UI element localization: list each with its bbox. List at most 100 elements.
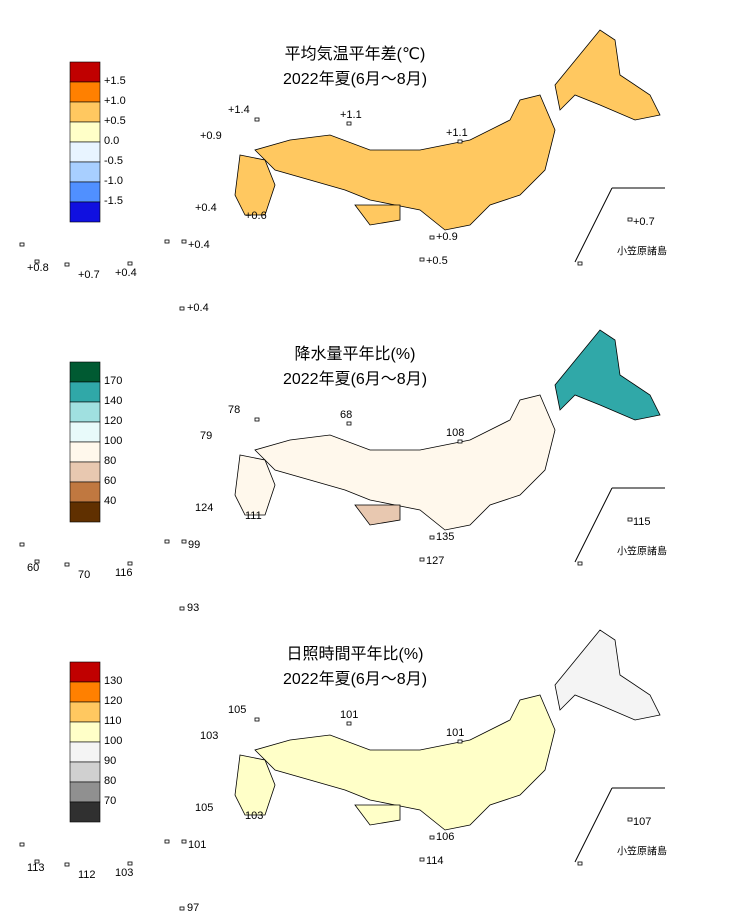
station-value: +0.9 xyxy=(200,130,222,142)
land xyxy=(354,504,401,526)
island xyxy=(179,606,185,611)
station-value: +0.4 xyxy=(187,302,209,314)
station-value: 116 xyxy=(115,567,133,579)
legend-label: 130 xyxy=(104,675,122,687)
station-value: +1.1 xyxy=(340,109,362,121)
island xyxy=(64,262,70,267)
legend-swatch xyxy=(69,141,101,163)
island xyxy=(254,717,260,722)
island xyxy=(627,517,633,522)
station-value: 106 xyxy=(436,831,454,843)
station-value: +1.1 xyxy=(446,127,468,139)
legend-label: 70 xyxy=(104,795,116,807)
station-value: 70 xyxy=(78,569,90,581)
legend-swatch xyxy=(69,721,101,743)
island xyxy=(127,561,133,566)
station-value: 112 xyxy=(78,869,96,881)
legend-label: 120 xyxy=(104,695,122,707)
station-value: 111 xyxy=(245,510,262,522)
station-value: 115 xyxy=(633,516,651,528)
legend-swatch xyxy=(69,401,101,423)
station-value: +0.5 xyxy=(426,255,448,267)
legend-label: 40 xyxy=(104,495,116,507)
map-panel: 日照時間平年比(%) 2022年夏(6月～8月) 130 120 110 100 90 80 7… xyxy=(19,629,667,914)
legend-label: 110 xyxy=(104,715,122,727)
legend-label: -1.0 xyxy=(104,175,123,187)
land xyxy=(234,754,276,816)
island xyxy=(19,242,25,247)
legend-label: -0.5 xyxy=(104,155,123,167)
island xyxy=(181,539,187,544)
land xyxy=(234,454,276,516)
map-period: 2022年夏(6月～8月) xyxy=(283,670,427,688)
island xyxy=(627,217,633,222)
station-value: 101 xyxy=(340,709,358,721)
island xyxy=(181,239,187,244)
legend-label: 80 xyxy=(104,775,116,787)
legend-swatch xyxy=(69,161,101,183)
legend-swatch xyxy=(69,681,101,703)
land xyxy=(354,804,401,826)
station-value: +0.4 xyxy=(188,239,210,251)
legend-swatch xyxy=(69,361,101,383)
island xyxy=(19,842,25,847)
map-title: 降水量平年比(%) xyxy=(295,345,416,363)
land xyxy=(554,629,661,721)
legend-swatch xyxy=(69,661,101,683)
station-value: +0.4 xyxy=(195,202,217,214)
island xyxy=(181,839,187,844)
station-value: +0.7 xyxy=(78,269,100,281)
legend-swatch xyxy=(69,121,101,143)
station-value: +0.9 xyxy=(436,231,458,243)
map-panel: 降水量平年比(%) 2022年夏(6月～8月) 170 140 120 100 80 60 40… xyxy=(19,329,667,614)
station-value: 108 xyxy=(446,427,464,439)
station-value: 103 xyxy=(115,867,133,879)
island xyxy=(346,121,352,126)
land xyxy=(254,694,556,831)
legend-swatch xyxy=(69,781,101,803)
station-value: +1.4 xyxy=(228,104,250,116)
land xyxy=(254,94,556,231)
legend-swatch xyxy=(69,741,101,763)
legend-swatch xyxy=(69,61,101,83)
station-value: 103 xyxy=(200,730,218,742)
legend-swatch xyxy=(69,101,101,123)
land xyxy=(554,29,661,121)
station-value: 60 xyxy=(27,562,39,574)
station-value: +0.6 xyxy=(245,210,267,222)
island xyxy=(179,306,185,311)
station-value: +0.7 xyxy=(633,216,655,228)
station-value: 113 xyxy=(27,862,45,874)
island xyxy=(254,117,260,122)
station-value: 97 xyxy=(187,902,199,914)
station-value: 105 xyxy=(228,704,246,716)
map-title: 平均気温平年差(℃) xyxy=(285,45,426,63)
island xyxy=(577,261,583,266)
island xyxy=(429,535,435,540)
legend-label: 140 xyxy=(104,395,122,407)
legend-swatch xyxy=(69,381,101,403)
island xyxy=(164,539,170,544)
station-value: 99 xyxy=(188,539,200,551)
inset-line xyxy=(574,787,613,863)
inset-line xyxy=(574,187,613,263)
legend-label: +0.5 xyxy=(104,115,126,127)
island xyxy=(419,257,425,262)
island xyxy=(419,557,425,562)
inset-label: 小笠原諸島 xyxy=(617,545,667,558)
station-value: 103 xyxy=(245,810,263,822)
legend-swatch xyxy=(69,701,101,723)
legend-swatch xyxy=(69,481,101,503)
legend-swatch xyxy=(69,181,101,203)
inset-label: 小笠原諸島 xyxy=(617,845,667,858)
island xyxy=(457,439,463,444)
legend-swatch xyxy=(69,761,101,783)
station-value: 79 xyxy=(200,430,212,442)
station-value: 101 xyxy=(446,727,464,739)
island xyxy=(19,542,25,547)
map-title: 日照時間平年比(%) xyxy=(287,645,424,663)
island xyxy=(346,421,352,426)
station-value: 68 xyxy=(340,409,352,421)
legend-label: 120 xyxy=(104,415,122,427)
island xyxy=(346,721,352,726)
